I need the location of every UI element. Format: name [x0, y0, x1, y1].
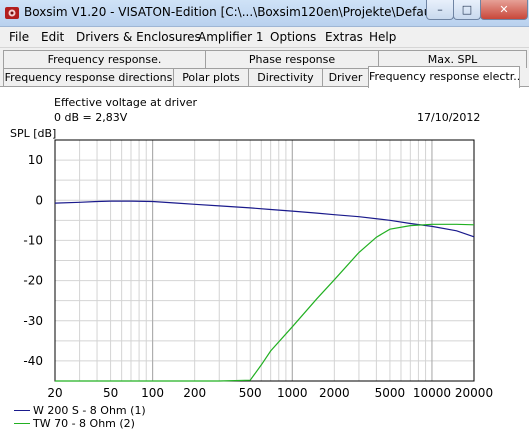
series-line-2 [55, 223, 475, 382]
menu-help[interactable]: Help [369, 30, 397, 44]
plot-date: 17/10/2012 [417, 111, 481, 124]
x-tick-label: 200 [183, 386, 206, 400]
y-tick-label: 0 [35, 193, 43, 207]
legend-label-2: TW 70 - 8 Ohm (2) [33, 416, 135, 430]
legend-swatch-2 [14, 422, 30, 424]
y-tick-label: -10 [23, 233, 43, 247]
tab-max-spl[interactable]: Max. SPL [378, 50, 527, 68]
close-button[interactable]: ✕ [480, 0, 528, 20]
tab-driver[interactable]: Driver [322, 68, 369, 87]
x-tick-label: 20000 [455, 386, 493, 400]
tab-frequency-response[interactable]: Frequency response. [3, 50, 206, 68]
menu-extras[interactable]: Extras [325, 30, 363, 44]
x-tick-label: 100 [141, 386, 164, 400]
legend-item-1: W 200 S - 8 Ohm (1) [14, 403, 146, 417]
plot-panel: Effective voltage at driver 0 dB = 2,83V… [0, 86, 529, 437]
x-tick-label: 2000 [319, 386, 350, 400]
series-line-1 [54, 200, 475, 238]
y-tick-label: -20 [23, 274, 43, 288]
menu-bar: File Edit Drivers & Enclosures Amplifier… [0, 27, 529, 48]
tab-frequency-response-electrical[interactable]: Frequency response electr... [368, 66, 520, 88]
minimize-button[interactable]: – [426, 0, 454, 20]
legend-item-2: TW 70 - 8 Ohm (2) [14, 416, 135, 430]
menu-edit[interactable]: Edit [41, 30, 65, 44]
legend-label-1: W 200 S - 8 Ohm (1) [33, 403, 146, 417]
title-bar: Boxsim V1.20 - VISATON-Edition [C:\...\B… [0, 0, 529, 27]
menu-amplifier-1[interactable]: Amplifier 1 [198, 30, 264, 44]
x-tick-label: 20 [47, 386, 62, 400]
maximize-button[interactable]: □ [453, 0, 481, 20]
tab-phase-response[interactable]: Phase response [205, 50, 379, 68]
y-tick-label: -40 [23, 354, 43, 368]
y-tick-label: 10 [28, 153, 43, 167]
x-tick-label: 5000 [375, 386, 406, 400]
tab-directivity[interactable]: Directivity [248, 68, 323, 87]
plot-header-line2: 0 dB = 2,83V [54, 111, 128, 124]
menu-drivers-enclosures[interactable]: Drivers & Enclosures [76, 30, 201, 44]
x-tick-label: 50 [103, 386, 118, 400]
legend-swatch-1 [14, 409, 30, 411]
plot-header-line1: Effective voltage at driver [54, 96, 197, 109]
tab-polar-plots[interactable]: Polar plots [173, 68, 249, 87]
x-tick-label: 500 [239, 386, 262, 400]
frequency-response-chart: 20 50 100 200 500 1000 2000 5000 10000 20000100-1… [23, 139, 493, 400]
menu-file[interactable]: File [9, 30, 30, 44]
x-tick-label: 10000 [413, 386, 451, 400]
y-axis-label: SPL [dB] [10, 127, 57, 140]
menu-options[interactable]: Options [270, 30, 317, 44]
y-tick-label: -30 [23, 314, 43, 328]
plot-frame [54, 139, 475, 382]
window-title: Boxsim V1.20 - VISATON-Edition [C:\...\B… [24, 5, 467, 19]
app-icon [5, 7, 19, 19]
tab-frequency-response-directions[interactable]: Frequency response directions [3, 68, 174, 87]
x-tick-label: 1000 [277, 386, 308, 400]
